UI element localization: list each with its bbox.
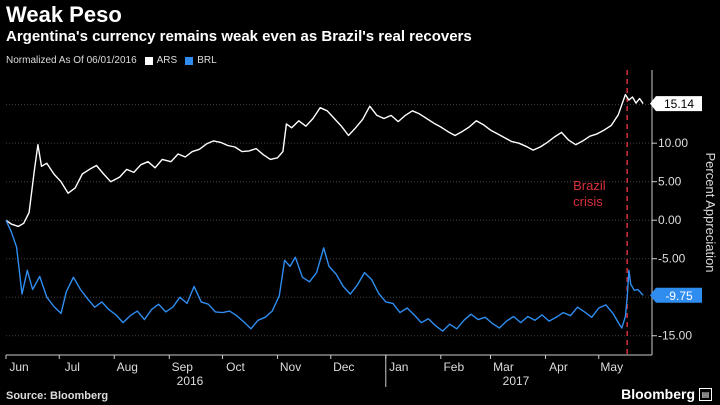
year-label: 2017: [503, 374, 530, 388]
x-tick-label: Feb: [443, 360, 464, 374]
source-note: Source: Bloomberg: [6, 390, 109, 402]
last-value-box-ars: [650, 96, 702, 112]
chart-subtitle: Argentina's currency remains weak even a…: [6, 28, 472, 45]
y-tick-label: -15.00: [658, 329, 692, 343]
x-tick-label: Aug: [117, 360, 138, 374]
brand-name: Bloomberg: [621, 386, 695, 402]
y-tick-label: -5.00: [658, 252, 686, 266]
year-label: 2016: [177, 374, 204, 388]
ars-swatch: [144, 56, 153, 65]
y-tick-label: 0.00: [658, 213, 682, 227]
last-value-label-brl: -9.75: [665, 289, 693, 303]
chart-title: Weak Peso: [6, 2, 122, 27]
y-tick-label: 5.00: [658, 175, 682, 189]
last-value-box-brl: [650, 287, 702, 303]
annotation-label: crisis: [573, 194, 603, 209]
series-line-ars: [5, 93, 644, 228]
x-tick-label: Nov: [280, 360, 301, 374]
x-tick-label: Mar: [493, 360, 514, 374]
x-tick-label: Sep: [172, 360, 194, 374]
bloomberg-logo: Bloomberg ▤: [621, 386, 712, 402]
normalization-note: Normalized As Of 06/01/2016: [6, 55, 137, 66]
legend: Normalized As Of 06/01/2016 ARS BRL: [6, 55, 217, 66]
terminal-icon: ▤: [699, 387, 712, 401]
y-axis-label: Percent Appreciation: [703, 153, 718, 273]
series-line-brl: [5, 219, 644, 332]
x-tick-label: Oct: [226, 360, 245, 374]
x-tick-label: Dec: [333, 360, 354, 374]
x-tick-label: Jun: [9, 360, 28, 374]
x-tick-label: Jan: [389, 360, 408, 374]
x-tick-label: May: [600, 360, 623, 374]
brl-swatch: [185, 56, 194, 65]
legend-brl: BRL: [197, 55, 217, 66]
x-tick-label: Jul: [65, 360, 80, 374]
annotation-label: Brazil: [573, 178, 606, 193]
y-tick-label: 10.00: [658, 136, 688, 150]
x-tick-label: Apr: [549, 360, 568, 374]
last-value-label-ars: 15.14: [664, 97, 694, 111]
legend-ars: ARS: [156, 55, 178, 66]
